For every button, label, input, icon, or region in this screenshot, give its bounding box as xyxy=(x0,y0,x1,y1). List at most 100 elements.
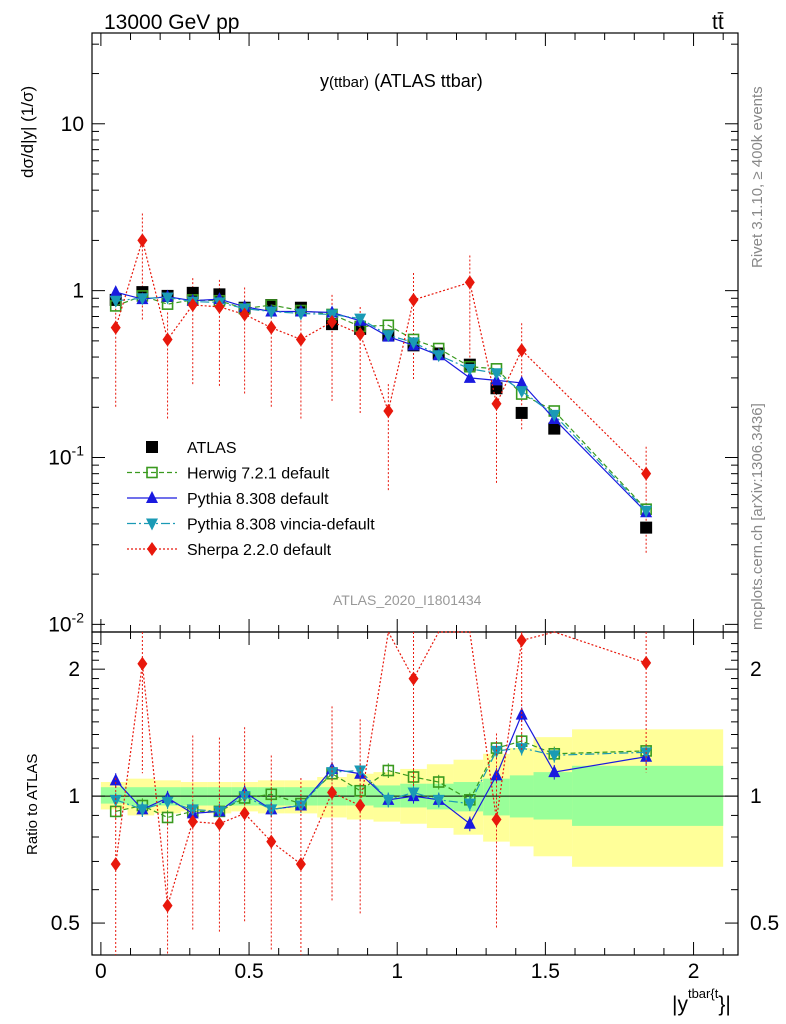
series-line xyxy=(115,238,647,475)
legend-entry: ATLAS xyxy=(187,440,237,457)
legend: ATLAS Herwig 7.2.1 default Pythia 8.308 de… xyxy=(127,440,375,559)
process-label: tt̄ xyxy=(712,11,724,34)
ratio-point xyxy=(548,750,561,763)
plot-title-main: y xyxy=(320,71,329,91)
data-point xyxy=(548,409,561,422)
data-point xyxy=(516,343,527,358)
rivet-label: Rivet 3.1.10, ≥ 400k events xyxy=(749,86,766,268)
ratio-point xyxy=(490,745,503,758)
ratio-point xyxy=(187,814,198,829)
y-tick-label: 1 xyxy=(72,280,84,303)
legend-marker xyxy=(146,491,158,503)
ratio-point xyxy=(161,796,174,809)
mcplots-label: mcplots.cern.ch [arXiv:1306.3436] xyxy=(749,403,766,630)
ratio-point xyxy=(239,806,250,821)
ratio-y-tick-label: 0.5 xyxy=(51,912,80,935)
data-point xyxy=(294,308,307,321)
ratio-point xyxy=(516,633,527,648)
ratio-point xyxy=(408,671,419,686)
data-point xyxy=(354,313,367,326)
data-point xyxy=(162,332,173,347)
ratio-point xyxy=(382,764,395,777)
ratio-y-tick-label-right: 1 xyxy=(750,785,762,808)
data-point xyxy=(214,299,225,314)
ratio-point xyxy=(295,857,306,872)
ratio-point xyxy=(186,804,199,817)
data-point xyxy=(110,320,121,335)
x-axis-label-base: |y xyxy=(672,993,688,1016)
ratio-point xyxy=(327,785,338,800)
data-point xyxy=(186,286,199,299)
ratio-panel-data xyxy=(109,630,653,955)
legend-entry: Sherpa 2.2.0 default xyxy=(187,542,332,559)
data-point xyxy=(463,363,476,376)
data-point xyxy=(515,375,528,388)
ratio-point xyxy=(109,794,122,807)
x-tick-label: 0 xyxy=(95,960,107,983)
bottom-ylabel: Ratio to ATLAS xyxy=(24,754,41,855)
data-point xyxy=(382,330,395,343)
data-point xyxy=(136,293,149,306)
plot-title-sub: (ttbar) xyxy=(329,74,369,91)
ratio-y-tick-label-right: 0.5 xyxy=(750,912,779,935)
plot-title: y(ttbar) (ATLAS ttbar) xyxy=(320,71,483,91)
data-point xyxy=(463,370,476,383)
data-point xyxy=(432,350,445,363)
y-tick-label: 10-1 xyxy=(48,443,84,470)
ratio-point xyxy=(463,798,476,811)
legend-entry: Herwig 7.2.1 default xyxy=(187,466,330,483)
ratio-point xyxy=(136,804,149,817)
ratio-point xyxy=(326,767,339,780)
data-point xyxy=(383,403,394,418)
legend-entry: Pythia 8.308 default xyxy=(187,491,329,508)
ratio-point xyxy=(137,656,148,671)
data-point xyxy=(464,275,475,290)
data-point xyxy=(408,292,419,307)
ratio-point xyxy=(382,794,395,807)
ratio-point xyxy=(407,787,420,800)
x-axis-label: |ytbar{t}| xyxy=(672,986,731,1016)
x-axis-label-end: }| xyxy=(718,993,730,1016)
data-point xyxy=(407,337,420,350)
ratio-y-tick-label: 2 xyxy=(68,658,80,681)
data-point xyxy=(109,295,122,308)
ratio-y-tick-label-right: 2 xyxy=(750,658,762,681)
energy-label: 13000 GeV pp xyxy=(104,11,239,34)
ratio-point xyxy=(463,816,476,829)
plot-frames: 0 0.5 1 1.5 2 10-2 10-1 1 10 0.5 0.5 1 1 2 2 xyxy=(48,32,779,983)
legend-marker xyxy=(147,542,157,556)
x-tick-label: 0.5 xyxy=(234,960,263,983)
data-point xyxy=(548,422,561,435)
top-ylabel: dσ/d|y| (1/σ) xyxy=(18,86,37,178)
data-point xyxy=(355,326,366,341)
x-tick-label: 1.5 xyxy=(531,960,560,983)
ratio-point xyxy=(641,655,652,670)
data-point xyxy=(161,292,174,305)
ratio-y-tick-label: 1 xyxy=(68,785,80,808)
data-point xyxy=(109,285,122,298)
data-point xyxy=(295,332,306,347)
ratio-point xyxy=(214,816,225,831)
ratio-point xyxy=(213,806,226,819)
x-tick-label: 2 xyxy=(688,960,700,983)
x-axis-label-sup: tbar{t xyxy=(688,986,719,1001)
analysis-id: ATLAS_2020_I1801434 xyxy=(333,592,482,608)
ratio-point xyxy=(265,804,278,817)
series-line xyxy=(115,296,647,512)
ratio-point xyxy=(266,834,277,849)
legend-marker xyxy=(146,441,158,453)
ratio-series-line xyxy=(115,630,647,906)
top-ylabel-text: dσ/d|y| (1/σ) xyxy=(18,86,37,178)
data-point xyxy=(640,521,653,534)
data-point xyxy=(239,307,250,322)
data-point xyxy=(327,314,338,329)
data-point xyxy=(515,406,528,419)
ratio-panel-frame xyxy=(91,631,739,956)
top-panel-data xyxy=(109,213,653,555)
ratio-point xyxy=(162,898,173,913)
data-point xyxy=(266,320,277,335)
y-tick-label: 10 xyxy=(61,113,84,136)
ratio-point xyxy=(161,811,174,824)
ratio-series-line xyxy=(115,747,647,813)
